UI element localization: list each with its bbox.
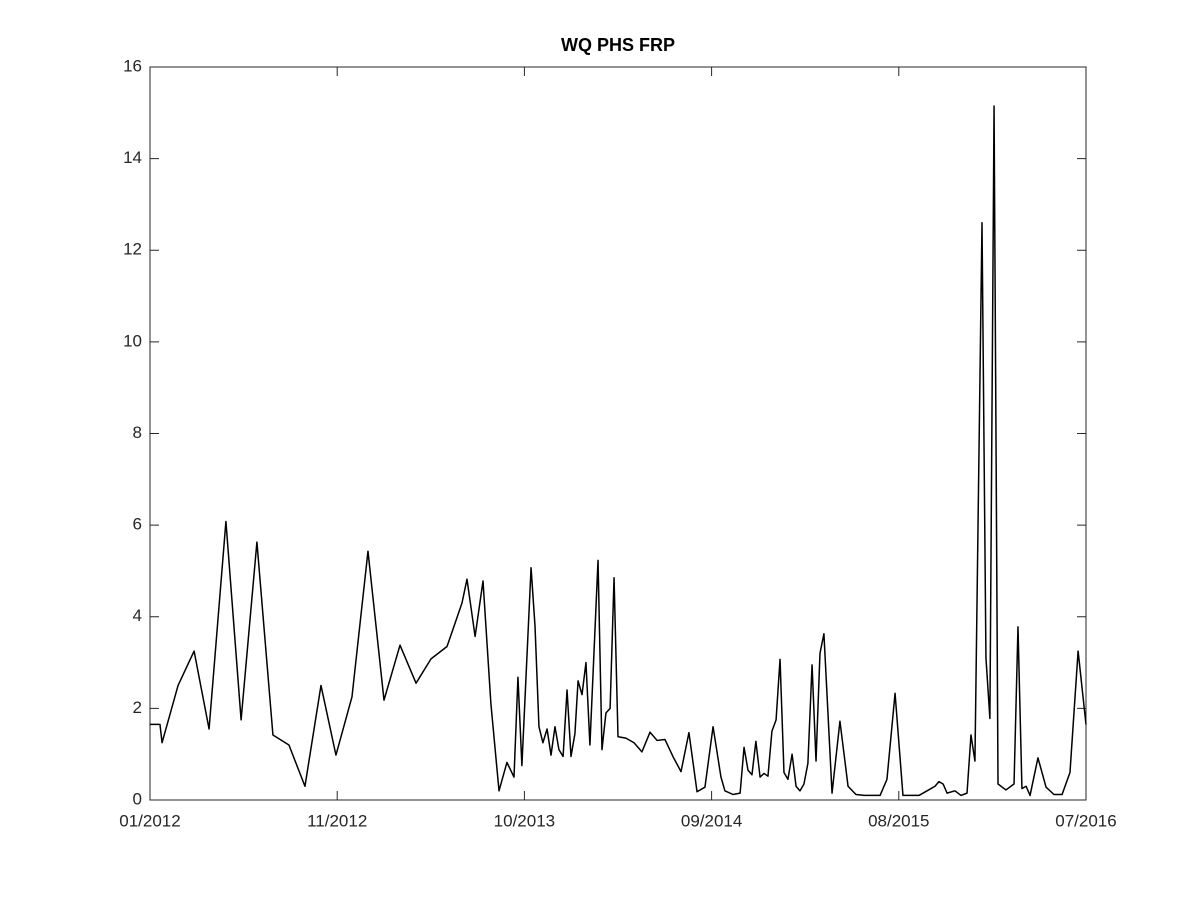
chart-title: WQ PHS FRP xyxy=(561,35,675,55)
y-tick-label: 10 xyxy=(123,331,142,350)
x-tick-label: 10/2013 xyxy=(494,811,555,830)
x-tick-label: 08/2015 xyxy=(868,811,929,830)
x-tick-label: 01/2012 xyxy=(119,811,180,830)
y-tick-label: 14 xyxy=(123,148,142,167)
x-tick-label: 09/2014 xyxy=(681,811,742,830)
data-line xyxy=(150,105,1087,797)
y-tick-label: 4 xyxy=(133,606,142,625)
x-tick-label: 07/2016 xyxy=(1055,811,1116,830)
y-tick-label: 12 xyxy=(123,240,142,259)
y-tick-label: 2 xyxy=(133,698,142,717)
y-tick-label: 0 xyxy=(133,789,142,808)
y-tick-label: 6 xyxy=(133,515,142,534)
y-tick-label: 16 xyxy=(123,56,142,75)
plot-frame xyxy=(149,66,1087,801)
x-tick-label: 11/2012 xyxy=(307,811,367,830)
y-tick-label: 8 xyxy=(133,423,142,442)
